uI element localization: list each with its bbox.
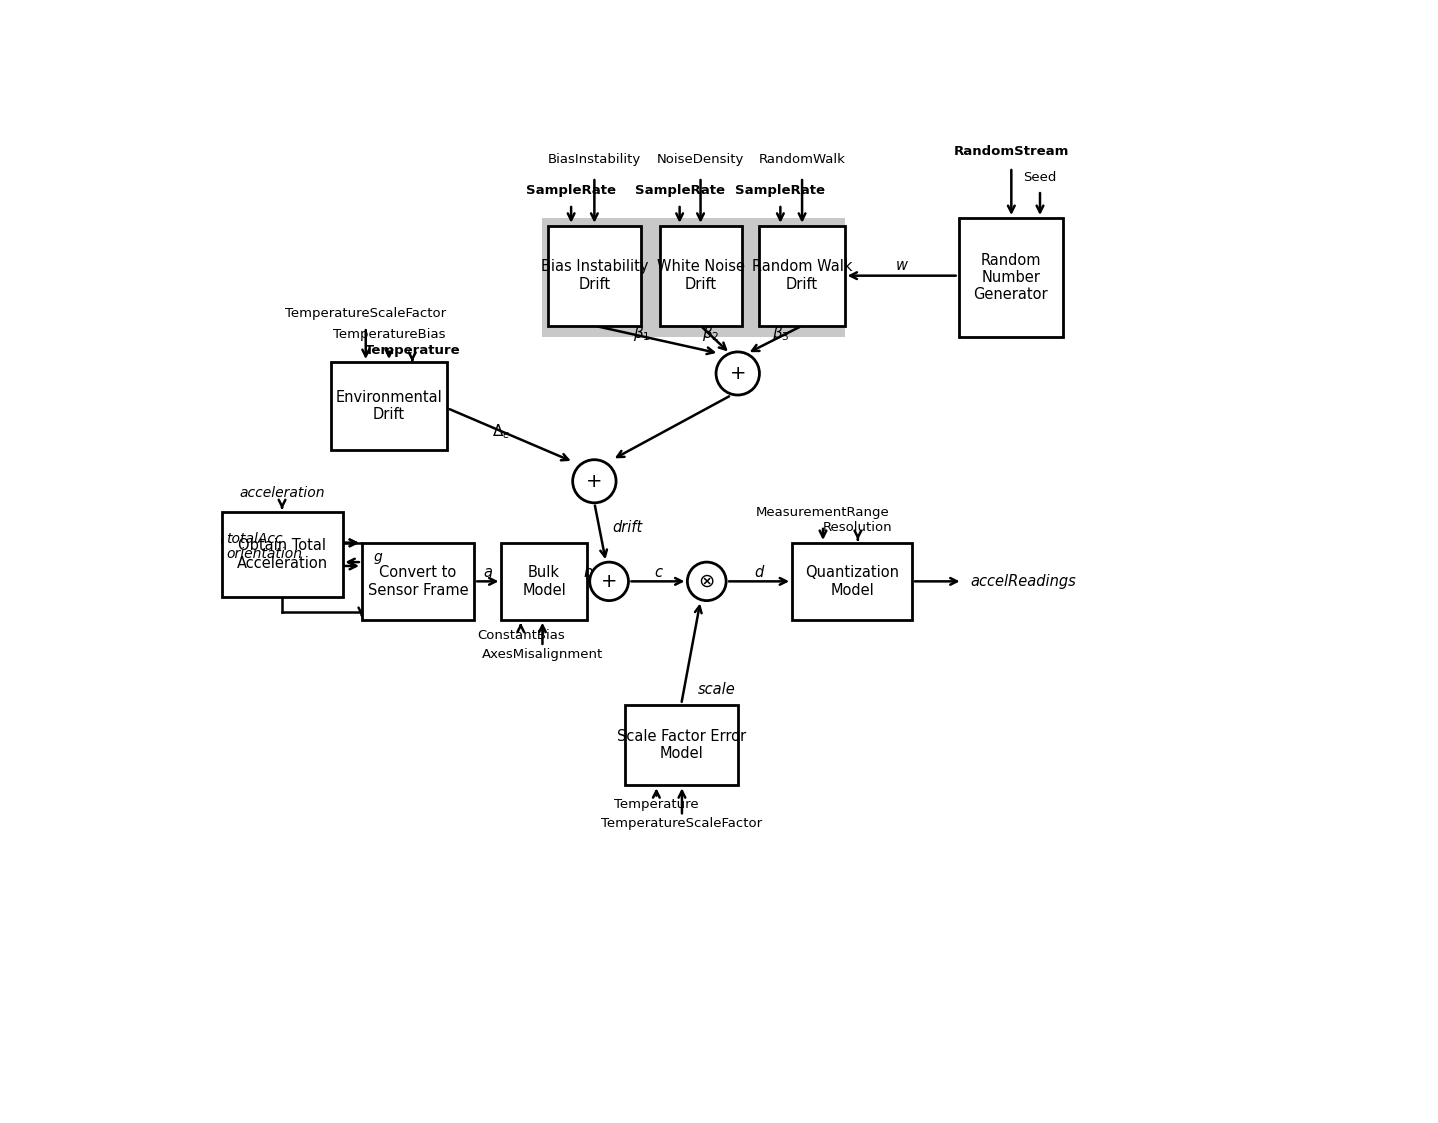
- Text: +: +: [587, 472, 603, 491]
- Text: scale: scale: [697, 682, 735, 696]
- Text: g: g: [374, 550, 383, 564]
- Text: $\beta_1$: $\beta_1$: [633, 323, 650, 343]
- FancyBboxPatch shape: [362, 542, 475, 620]
- FancyBboxPatch shape: [626, 704, 738, 785]
- Text: Environmental
Drift: Environmental Drift: [335, 390, 443, 422]
- Text: Convert to
Sensor Frame: Convert to Sensor Frame: [368, 565, 469, 597]
- Text: TemperatureBias: TemperatureBias: [332, 328, 446, 341]
- FancyBboxPatch shape: [759, 226, 844, 326]
- Text: $\otimes$: $\otimes$: [699, 572, 715, 591]
- Text: b: b: [584, 565, 592, 579]
- Text: Bulk
Model: Bulk Model: [522, 565, 567, 597]
- Text: AxesMisalignment: AxesMisalignment: [482, 648, 603, 661]
- FancyBboxPatch shape: [331, 362, 447, 450]
- Text: drift: drift: [613, 520, 643, 535]
- Text: ConstantBias: ConstantBias: [477, 629, 565, 641]
- Text: totalAcc: totalAcc: [226, 532, 283, 546]
- Text: Temperature: Temperature: [364, 344, 460, 357]
- Text: MeasurementRange: MeasurementRange: [756, 505, 890, 519]
- FancyBboxPatch shape: [660, 226, 742, 326]
- Text: $\Delta_e$: $\Delta_e$: [492, 422, 510, 440]
- FancyBboxPatch shape: [542, 218, 844, 337]
- Text: d: d: [755, 565, 764, 579]
- Text: a: a: [483, 565, 492, 579]
- Text: RandomStream: RandomStream: [953, 145, 1068, 158]
- Text: NoiseDensity: NoiseDensity: [657, 153, 745, 166]
- Text: accelReadings: accelReadings: [971, 574, 1076, 588]
- Text: Resolution: Resolution: [823, 521, 893, 533]
- Text: Obtain Total
Acceleration: Obtain Total Acceleration: [237, 538, 328, 570]
- FancyBboxPatch shape: [792, 542, 912, 620]
- Text: Quantization
Model: Quantization Model: [805, 565, 899, 597]
- Text: +: +: [729, 364, 746, 383]
- FancyBboxPatch shape: [223, 512, 342, 596]
- Text: Bias Instability
Drift: Bias Instability Drift: [541, 259, 649, 292]
- Text: White Noise
Drift: White Noise Drift: [657, 259, 745, 292]
- Text: w: w: [896, 258, 907, 273]
- Text: $\beta_2$: $\beta_2$: [702, 323, 719, 343]
- Text: c: c: [654, 565, 661, 579]
- Text: TemperatureScaleFactor: TemperatureScaleFactor: [285, 307, 446, 320]
- Text: SampleRate: SampleRate: [526, 184, 615, 197]
- Text: TemperatureScaleFactor: TemperatureScaleFactor: [601, 818, 762, 830]
- Text: Scale Factor Error
Model: Scale Factor Error Model: [617, 729, 746, 761]
- Text: BiasInstability: BiasInstability: [548, 153, 641, 166]
- Text: +: +: [601, 572, 617, 591]
- Text: $\beta_3$: $\beta_3$: [772, 323, 789, 343]
- Text: Seed: Seed: [1024, 171, 1057, 183]
- Text: orientation: orientation: [226, 547, 302, 562]
- Text: acceleration: acceleration: [239, 486, 325, 500]
- Text: RandomWalk: RandomWalk: [759, 153, 846, 166]
- Text: Temperature: Temperature: [614, 798, 699, 811]
- Text: SampleRate: SampleRate: [735, 184, 825, 197]
- Text: Random
Number
Generator: Random Number Generator: [974, 253, 1048, 302]
- FancyBboxPatch shape: [959, 218, 1063, 337]
- FancyBboxPatch shape: [502, 542, 587, 620]
- Text: Random Walk
Drift: Random Walk Drift: [752, 259, 853, 292]
- FancyBboxPatch shape: [548, 226, 641, 326]
- Text: SampleRate: SampleRate: [634, 184, 725, 197]
